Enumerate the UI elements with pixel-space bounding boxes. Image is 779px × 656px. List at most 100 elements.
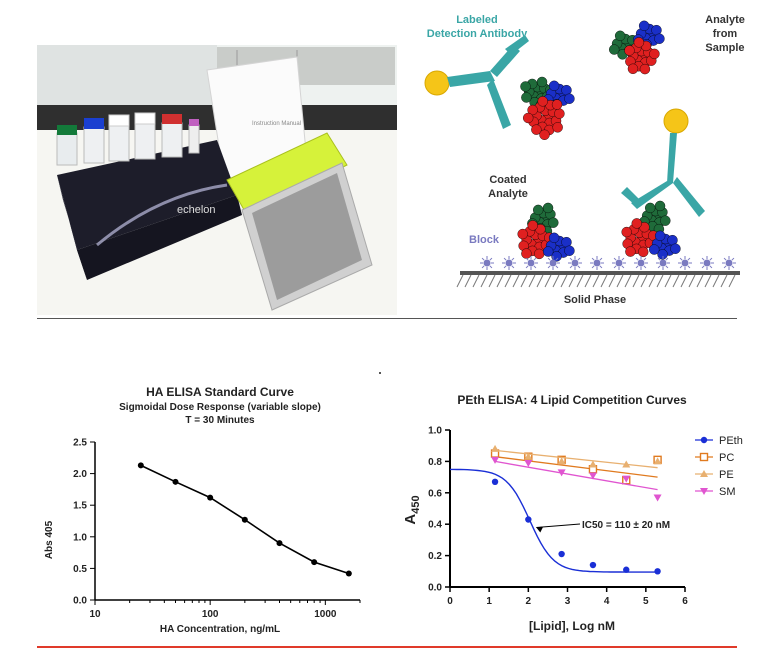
solid-phase-hatch xyxy=(656,274,664,288)
c1-data-point xyxy=(311,559,318,566)
c1-x-tick-label: 100 xyxy=(202,609,219,620)
manual-text: Instruction Manual xyxy=(252,121,301,127)
kit-photo-drawing: Instruction Manual echelon xyxy=(37,45,397,315)
block-molecule-ray xyxy=(709,265,713,269)
chart2-y-axis-label: A450 xyxy=(402,495,422,524)
block-molecule xyxy=(681,259,689,267)
c2-point-peth xyxy=(558,550,565,558)
block-molecule xyxy=(571,259,579,267)
c2-legend-marker xyxy=(700,488,708,495)
block-molecule-ray xyxy=(555,265,559,269)
chart1-x-axis-label: HA Concentration, ng/mL xyxy=(160,624,280,635)
analyte-label-line2: from xyxy=(713,28,738,40)
block-molecule-ray xyxy=(635,257,639,261)
c2-x-tick-label: 1 xyxy=(486,596,492,607)
c2-point-peth xyxy=(589,561,597,569)
detection-antibody-icon-2 xyxy=(621,108,705,217)
block-molecule-ray xyxy=(547,257,551,261)
solid-phase-label: Solid Phase xyxy=(564,294,626,306)
block-molecule-ray xyxy=(577,265,581,269)
c2-point-sm xyxy=(622,475,631,483)
c1-x-tick-label: 10 xyxy=(89,609,101,620)
chart2-ic50-annotation: IC50 = 110 ± 20 nM xyxy=(582,520,670,531)
c2-legend-label: PC xyxy=(719,452,734,464)
solid-phase-hatch xyxy=(560,274,568,288)
solid-phase-hatch xyxy=(504,274,512,288)
box-logo-text: echelon xyxy=(177,204,216,216)
coated-analyte-cluster-1 xyxy=(517,202,575,262)
block-molecule-ray xyxy=(635,265,639,269)
c2-point-pe xyxy=(653,457,662,465)
block-molecule-ray xyxy=(679,257,683,261)
block-molecule-ray xyxy=(489,265,493,269)
solid-phase-hatch xyxy=(624,274,632,288)
solid-phase-hatch xyxy=(720,274,728,288)
c2-y-tick-label: 0.0 xyxy=(428,583,442,594)
solid-phase-surface xyxy=(456,256,740,288)
solid-phase-hatch xyxy=(472,274,480,288)
solid-phase-hatch xyxy=(688,274,696,288)
c1-data-point xyxy=(276,540,283,547)
block-molecule-ray xyxy=(657,257,661,261)
c2-x-tick-label: 3 xyxy=(565,596,571,607)
block-molecule-ray xyxy=(599,265,603,269)
block-molecule-ray xyxy=(657,265,661,269)
block-molecule xyxy=(549,259,557,267)
c2-point-peth xyxy=(491,478,499,486)
c1-data-point xyxy=(137,462,144,469)
detection-antibody-label-line2: Detection Antibody xyxy=(427,28,528,40)
detection-antibody-label-line1: Labeled xyxy=(456,14,498,26)
solid-phase-hatch xyxy=(496,274,504,288)
c1-x-tick-label: 1000 xyxy=(314,609,337,620)
block-molecule-ray xyxy=(613,257,617,261)
chart1-subtitle-line2: T = 30 Minutes xyxy=(185,415,255,426)
coated-analyte-cluster-2 xyxy=(621,200,681,260)
solid-phase-hatch xyxy=(704,274,712,288)
solid-phase-hatch xyxy=(576,274,584,288)
solid-phase-hatch xyxy=(592,274,600,288)
c2-y-tick-label: 1.0 xyxy=(428,426,442,437)
analyte-cluster-sample xyxy=(609,20,665,75)
detection-antibody-icon xyxy=(424,35,529,129)
solid-phase-hatch xyxy=(696,274,704,288)
c2-point-peth xyxy=(623,566,630,573)
solid-phase-hatch xyxy=(464,274,472,288)
c2-point-sm xyxy=(588,472,597,480)
solid-phase-hatch xyxy=(640,274,648,288)
block-molecule-ray xyxy=(481,257,485,261)
c2-y-tick-label: 0.6 xyxy=(428,488,442,499)
solid-phase-hatch xyxy=(488,274,496,288)
solid-phase-hatch xyxy=(680,274,688,288)
block-molecule-ray xyxy=(723,265,727,269)
block-molecule-ray xyxy=(577,257,581,261)
solid-phase-hatch xyxy=(600,274,608,288)
peth-elisa-chart: PEth ELISA: 4 Lipid Competition Curves [… xyxy=(402,393,743,633)
c2-y-tick-label: 0.4 xyxy=(428,520,442,531)
analyte-label-line1: Analyte xyxy=(705,14,745,26)
elisa-schematic: Labeled Detection Antibody Analyte from … xyxy=(405,5,775,315)
c1-y-tick-label: 0.5 xyxy=(73,564,87,575)
c1-y-tick-label: 0.0 xyxy=(73,596,87,607)
c1-data-point xyxy=(345,570,352,577)
c2-point-pe xyxy=(557,457,566,465)
block-molecule-ray xyxy=(591,257,595,261)
c1-data-point xyxy=(172,478,179,485)
c2-point-sm xyxy=(557,469,566,477)
block-molecule-ray xyxy=(701,265,705,269)
c2-legend-label: PE xyxy=(719,469,734,481)
block-molecule-ray xyxy=(555,257,559,261)
c2-y-tick-label: 0.2 xyxy=(428,551,442,562)
block-molecule-ray xyxy=(731,257,735,261)
elisa-schematic-drawing: Labeled Detection Antibody Analyte from … xyxy=(424,14,745,306)
block-molecule-ray xyxy=(569,257,573,261)
block-molecule-ray xyxy=(709,257,713,261)
block-molecule-ray xyxy=(569,265,573,269)
solid-phase-hatch xyxy=(672,274,680,288)
block-molecule-ray xyxy=(679,265,683,269)
c2-y-tick-label: 0.8 xyxy=(428,457,442,468)
block-molecule-ray xyxy=(511,265,515,269)
c2-point-pe xyxy=(622,460,631,468)
c2-legend-label: PEth xyxy=(719,435,743,447)
block-molecule xyxy=(615,259,623,267)
block-molecule-ray xyxy=(665,257,669,261)
